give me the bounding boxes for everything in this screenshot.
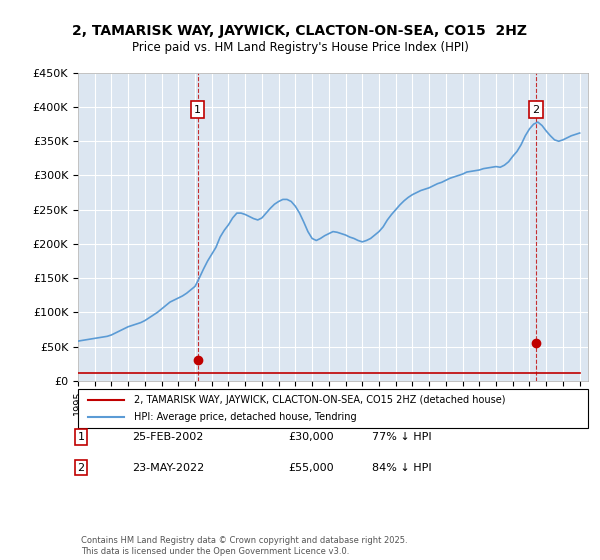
Text: 2, TAMARISK WAY, JAYWICK, CLACTON-ON-SEA, CO15  2HZ: 2, TAMARISK WAY, JAYWICK, CLACTON-ON-SEA… [73,24,527,38]
Text: 2: 2 [77,463,85,473]
FancyBboxPatch shape [78,389,588,428]
Text: 84% ↓ HPI: 84% ↓ HPI [372,463,431,473]
Text: £30,000: £30,000 [288,432,334,442]
Text: Price paid vs. HM Land Registry's House Price Index (HPI): Price paid vs. HM Land Registry's House … [131,41,469,54]
Text: HPI: Average price, detached house, Tendring: HPI: Average price, detached house, Tend… [134,412,357,422]
Text: 2, TAMARISK WAY, JAYWICK, CLACTON-ON-SEA, CO15 2HZ (detached house): 2, TAMARISK WAY, JAYWICK, CLACTON-ON-SEA… [134,395,506,405]
Text: 1: 1 [77,432,85,442]
Text: £55,000: £55,000 [288,463,334,473]
Text: Contains HM Land Registry data © Crown copyright and database right 2025.
This d: Contains HM Land Registry data © Crown c… [81,536,407,556]
Text: 77% ↓ HPI: 77% ↓ HPI [372,432,431,442]
Text: 2: 2 [532,105,539,115]
Text: 1: 1 [194,105,201,115]
Text: 25-FEB-2002: 25-FEB-2002 [132,432,203,442]
Text: 23-MAY-2022: 23-MAY-2022 [132,463,204,473]
